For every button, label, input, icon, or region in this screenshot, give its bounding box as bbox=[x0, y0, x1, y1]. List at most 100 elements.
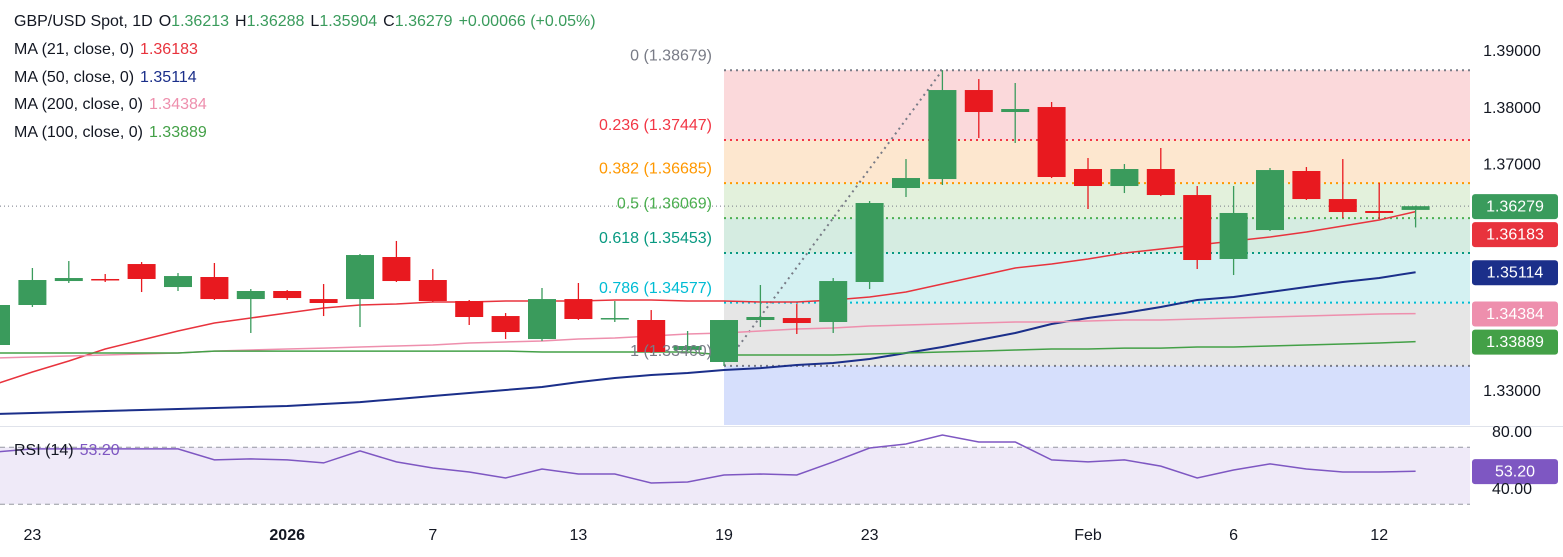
fib-level-label: 0 (1.38679) bbox=[630, 47, 712, 64]
candle-body bbox=[382, 257, 411, 282]
x-tick-label: 12 bbox=[1370, 527, 1388, 544]
candle-body bbox=[127, 264, 156, 279]
fib-level-label: 0.236 (1.37447) bbox=[599, 117, 712, 134]
price-badge bbox=[1472, 301, 1558, 327]
legend-row: MA (100, close, 0) 1.33889 bbox=[14, 123, 602, 151]
rsi-tick-label: 80.00 bbox=[1492, 424, 1532, 441]
fib-band bbox=[724, 218, 1470, 253]
fib-level-label: 0.786 (1.34577) bbox=[599, 280, 712, 297]
price-badge-label: 1.34384 bbox=[1486, 306, 1544, 323]
candle-body bbox=[1074, 169, 1102, 187]
ohlc-value: 1.35904 bbox=[319, 13, 378, 30]
candle-body bbox=[964, 90, 993, 113]
price-badge-label: 1.36183 bbox=[1486, 226, 1544, 243]
fib-level-label: 0.5 (1.36069) bbox=[617, 195, 712, 212]
rsi-band bbox=[0, 447, 1470, 505]
ma-line bbox=[0, 340, 1416, 356]
x-tick-label: 6 bbox=[1229, 527, 1238, 544]
fib-level-label: 0.618 (1.35453) bbox=[599, 230, 712, 247]
candle-body bbox=[782, 318, 811, 324]
candle-body bbox=[54, 278, 83, 282]
ohlc-key: H bbox=[235, 13, 247, 30]
ohlc-key: C bbox=[383, 13, 395, 30]
legend-value: 1.36183 bbox=[140, 41, 198, 58]
rsi-badge-label: 53.20 bbox=[1495, 463, 1535, 480]
candle-body bbox=[600, 318, 629, 320]
candle-body bbox=[1037, 107, 1066, 178]
candle-body bbox=[273, 291, 302, 299]
candle-body bbox=[1292, 170, 1321, 200]
candle-body bbox=[0, 304, 10, 345]
candle-body bbox=[855, 203, 884, 282]
rsi-tick-label: 40.00 bbox=[1492, 481, 1532, 498]
ohlc-value: 1.36279 bbox=[394, 13, 453, 30]
legend-value: 1.33889 bbox=[148, 123, 207, 141]
candle-body bbox=[928, 90, 957, 180]
candle-body bbox=[1401, 206, 1430, 210]
candle-body bbox=[673, 346, 702, 351]
fib-level-label: 1 (1.33460) bbox=[630, 343, 712, 360]
fib-level-label: 0.382 (1.36685) bbox=[599, 160, 712, 177]
candle-body bbox=[418, 280, 447, 302]
rsi-legend: RSI (14) 53.20 bbox=[14, 441, 126, 461]
x-tick-label: 19 bbox=[715, 527, 733, 544]
rsi-line bbox=[0, 434, 1416, 484]
ohlc-key: L bbox=[310, 13, 320, 30]
legend-name: RSI (14) bbox=[14, 442, 74, 459]
candle-body bbox=[455, 301, 484, 318]
candle-body bbox=[200, 277, 229, 300]
candle-body bbox=[1183, 195, 1212, 261]
candle-body bbox=[309, 299, 338, 304]
candle-body bbox=[1001, 109, 1030, 113]
legend-row: MA (21, close, 0) 1.36183 bbox=[14, 40, 602, 68]
legend-row: GBP/USD Spot, 1D O1.36213 H1.36288 L1.35904… bbox=[14, 12, 602, 40]
y-tick-label: 1.37000 bbox=[1483, 157, 1541, 174]
candle-body bbox=[236, 291, 265, 300]
fib-band bbox=[724, 302, 1470, 366]
candle-body bbox=[528, 299, 556, 340]
ohlc-key: O bbox=[158, 13, 172, 30]
x-tick-label: Feb bbox=[1074, 527, 1102, 544]
candle-body bbox=[346, 255, 374, 300]
legend-row: MA (200, close, 0) 1.34384 bbox=[14, 95, 602, 123]
candle-body bbox=[164, 276, 192, 288]
y-tick-label: 1.33000 bbox=[1483, 383, 1541, 400]
price-badge-label: 1.35114 bbox=[1487, 264, 1544, 281]
price-badge bbox=[1472, 194, 1558, 220]
x-tick-label: 23 bbox=[861, 527, 879, 544]
legend: GBP/USD Spot, 1D O1.36213 H1.36288 L1.35904… bbox=[14, 12, 602, 150]
x-tick-label: 23 bbox=[24, 527, 42, 544]
legend-row: MA (50, close, 0) 1.35114 bbox=[14, 68, 602, 96]
price-badge bbox=[1472, 260, 1558, 286]
y-tick-label: 1.38000 bbox=[1483, 100, 1541, 117]
price-badge bbox=[1472, 329, 1558, 355]
legend-value: 1.34384 bbox=[148, 96, 207, 113]
rsi-badge bbox=[1472, 459, 1558, 485]
legend-name: MA (100, close, 0) bbox=[14, 123, 143, 141]
fib-band bbox=[724, 183, 1470, 219]
candle-body bbox=[91, 278, 120, 281]
candle-body bbox=[564, 299, 593, 319]
candle-body bbox=[637, 320, 666, 353]
candle-body bbox=[491, 316, 520, 333]
x-tick-label: 7 bbox=[428, 527, 437, 544]
candle-body bbox=[746, 317, 775, 321]
fib-band bbox=[724, 70, 1470, 141]
y-tick-label: 1.39000 bbox=[1483, 43, 1541, 60]
candle-body bbox=[1146, 169, 1175, 196]
fib-band bbox=[724, 252, 1470, 303]
price-badge-label: 1.33889 bbox=[1486, 334, 1544, 351]
change-label: +0.00066 (+0.05%) bbox=[458, 13, 596, 30]
x-tick-label: 2026 bbox=[269, 527, 305, 544]
candle-body bbox=[18, 280, 47, 305]
legend-name: MA (50, close, 0) bbox=[14, 68, 135, 86]
ma-line bbox=[0, 271, 1416, 415]
price-badge-label: 1.36279 bbox=[1486, 198, 1544, 215]
price-badge bbox=[1472, 222, 1558, 248]
candle-body bbox=[1110, 169, 1139, 187]
candle-body bbox=[1256, 170, 1284, 231]
ma-line bbox=[0, 210, 1416, 384]
candle-body bbox=[892, 178, 920, 188]
